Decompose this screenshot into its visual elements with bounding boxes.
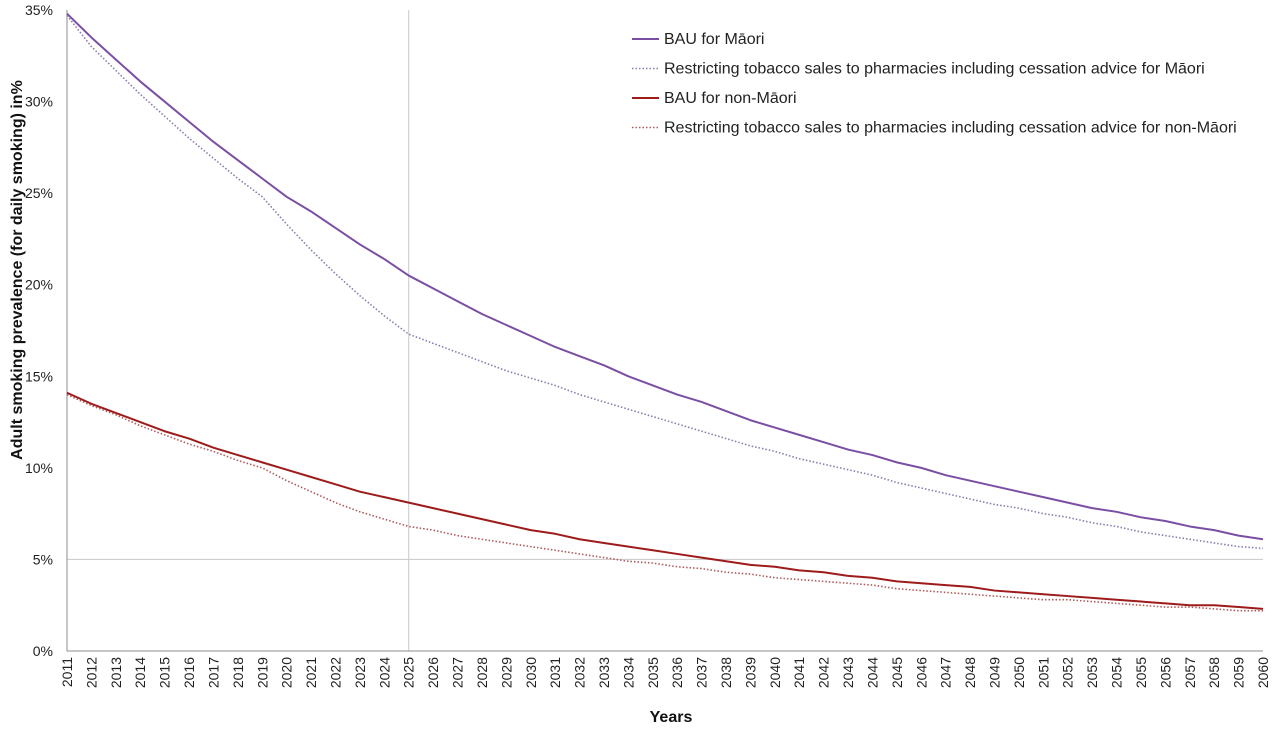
x-tick-label: 2033 [596, 657, 612, 688]
x-tick-label: 2031 [547, 657, 563, 688]
x-tick-label: 2011 [59, 657, 75, 687]
series-line-3 [66, 391, 1264, 610]
x-tick-label: 2035 [645, 657, 661, 688]
x-tick-label: 2051 [1035, 657, 1051, 688]
x-tick-label: 2025 [401, 657, 417, 688]
x-tick-label: 2053 [1084, 657, 1100, 688]
x-tick-label: 2019 [254, 657, 270, 688]
x-tick-label: 2050 [1011, 657, 1027, 688]
x-tick-label: 2056 [1157, 657, 1173, 688]
x-tick-label: 2045 [889, 657, 905, 688]
x-tick-label: 2057 [1182, 657, 1198, 688]
x-tick-label: 2032 [572, 657, 588, 688]
x-tick-label: 2060 [1255, 657, 1271, 688]
x-tick-label: 2041 [791, 657, 807, 688]
x-tick-label: 2054 [1109, 657, 1125, 688]
x-tick-label: 2017 [205, 657, 221, 688]
x-tick-label: 2021 [303, 657, 319, 688]
x-tick-label: 2022 [327, 657, 343, 688]
y-tick-label: 25% [25, 185, 53, 201]
x-tick-label: 2023 [352, 657, 368, 688]
y-tick-label: 30% [25, 94, 53, 110]
x-tick-label: 2030 [523, 657, 539, 688]
y-tick-label: 15% [25, 368, 53, 384]
x-tick-label: 2012 [83, 657, 99, 688]
gridlines [67, 10, 1263, 651]
x-tick-label: 2016 [181, 657, 197, 688]
x-tick-label: 2027 [450, 657, 466, 688]
x-tick-label: 2040 [767, 657, 783, 688]
y-tick-label: 10% [25, 460, 53, 476]
legend-label-1: BAU for Māori [664, 31, 764, 48]
series-line-1 [66, 12, 1264, 541]
y-tick-label: 20% [25, 277, 53, 293]
x-tick-label: 2029 [498, 657, 514, 688]
x-tick-label: 2055 [1133, 657, 1149, 688]
x-tick-labels: 2011 2012 2013 2014 2015 2016 2017 2018 2019 2020… [59, 657, 1271, 688]
x-tick-label: 2036 [669, 657, 685, 688]
x-tick-label: 2059 [1231, 657, 1247, 688]
x-tick-label: 2038 [718, 657, 734, 688]
legend-label-4: Restricting tobacco sales to pharmacies … [664, 120, 1237, 137]
legend: BAU for Māori Restricting tobacco sales t… [632, 31, 1237, 137]
y-tick-label: 35% [25, 2, 53, 18]
x-tick-label: 2039 [742, 657, 758, 688]
series-line-2 [66, 14, 1264, 550]
x-tick-label: 2047 [938, 657, 954, 688]
x-tick-label: 2026 [425, 657, 441, 688]
series-line-4 [66, 393, 1263, 612]
y-tick-label: 0% [33, 643, 53, 659]
x-tick-label: 2058 [1206, 657, 1222, 688]
x-tick-label: 2044 [864, 657, 880, 688]
x-tick-label: 2046 [913, 657, 929, 688]
axes [66, 10, 1263, 652]
legend-label-3: BAU for non-Māori [664, 90, 797, 107]
x-tick-label: 2043 [840, 657, 856, 688]
x-tick-label: 2052 [1060, 657, 1076, 688]
x-tick-label: 2042 [816, 657, 832, 688]
legend-label-2: Restricting tobacco sales to pharmacies … [664, 61, 1205, 78]
x-tick-label: 2020 [279, 657, 295, 688]
x-tick-label: 2018 [230, 657, 246, 688]
x-tick-label: 2028 [474, 657, 490, 688]
x-tick-label: 2049 [987, 657, 1003, 688]
x-tick-label: 2024 [376, 657, 392, 688]
series-lines [66, 12, 1264, 612]
x-tick-label: 2014 [132, 657, 148, 688]
y-tick-label: 5% [33, 551, 53, 567]
x-tick-label: 2013 [108, 657, 124, 688]
y-axis-title: Adult smoking prevalence (for daily smok… [9, 80, 26, 460]
x-tick-label: 2034 [620, 657, 636, 688]
x-tick-label: 2037 [694, 657, 710, 688]
x-axis-title: Years [650, 709, 693, 726]
x-tick-label: 2048 [962, 657, 978, 688]
x-tick-label: 2015 [157, 657, 173, 688]
y-tick-labels: 0% 5% 10% 15% 20% 25% 30% 35% [25, 2, 53, 659]
